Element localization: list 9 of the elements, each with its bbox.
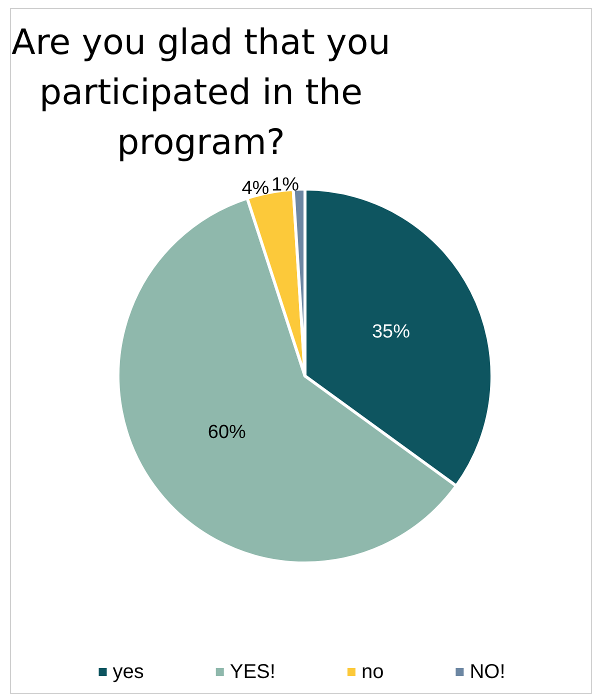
legend-label: yes	[112, 661, 144, 683]
data-label: 60%	[208, 422, 246, 444]
chart-title: Are you glad that you participated in the program?	[12, 23, 390, 163]
data-label: 35%	[372, 322, 410, 343]
legend-label: NO!	[470, 661, 506, 683]
legend-label: no	[361, 661, 384, 683]
legend-label: YES!	[230, 661, 276, 683]
data-label: 1%	[272, 174, 300, 196]
data-label: 4%	[242, 178, 270, 199]
